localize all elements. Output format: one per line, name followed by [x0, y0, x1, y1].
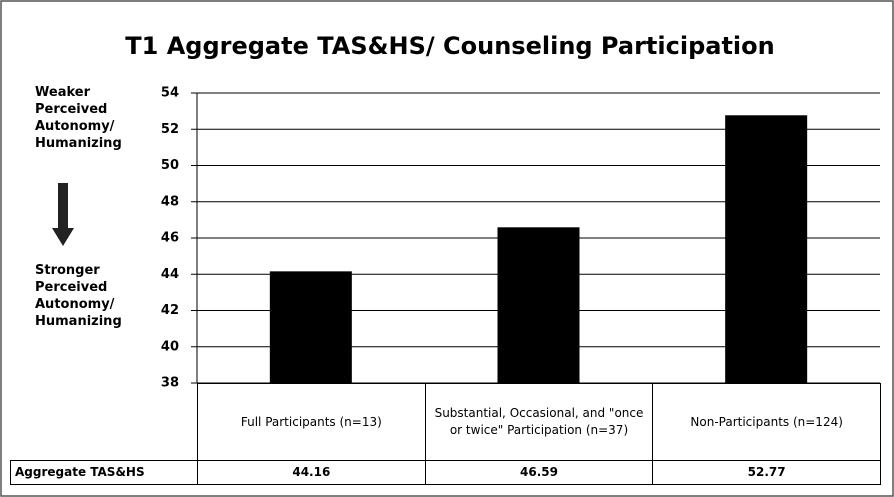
x-tick-label: Substantial, Occasional, and "once or tw… [424, 383, 654, 461]
y-tick-label: 42 [161, 303, 179, 318]
y-tick-label: 46 [161, 231, 179, 246]
table-value: 46.59 [424, 460, 654, 485]
y-tick-label: 52 [161, 122, 179, 137]
y-tick-label: 54 [161, 86, 179, 101]
table-value: 44.16 [197, 460, 426, 485]
x-tick-label: Non-Participants (n=124) [652, 383, 881, 461]
x-tick-label: Full Participants (n=13) [197, 383, 426, 461]
legend-label: Aggregate TAS&HS [10, 460, 198, 485]
y-tick-label: 50 [161, 158, 179, 173]
y-tick-label: 44 [161, 267, 179, 282]
chart-title: T1 Aggregate TAS&HS/ Counseling Particip… [125, 32, 774, 60]
bar [725, 115, 808, 383]
bar [497, 227, 580, 383]
annotation: Weaker Perceived Autonomy/ Humanizing [35, 85, 122, 151]
y-tick-label: 40 [161, 339, 179, 354]
bar [269, 271, 352, 383]
arrow-shaft [58, 183, 68, 228]
y-tick-label: 38 [161, 376, 179, 391]
y-tick-label: 48 [161, 194, 179, 209]
table-value: 52.77 [652, 460, 881, 485]
arrow-head [52, 228, 74, 246]
annotation: Stronger Perceived Autonomy/ Humanizing [35, 263, 122, 329]
